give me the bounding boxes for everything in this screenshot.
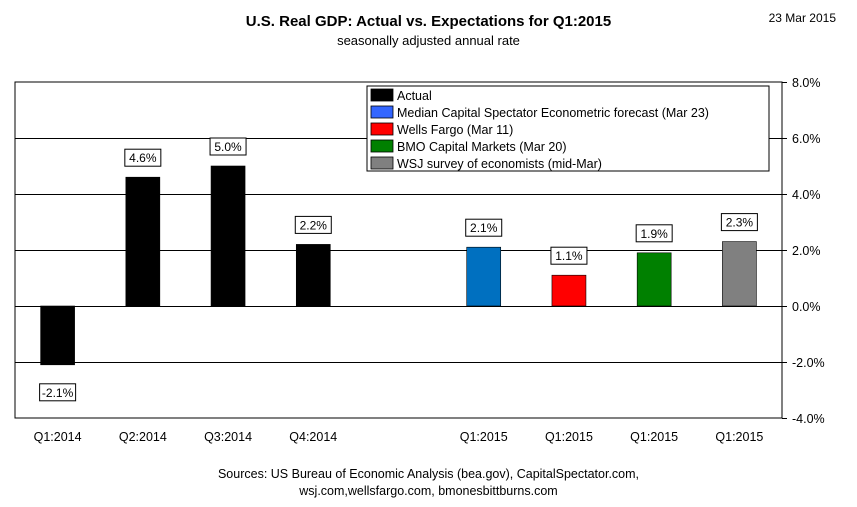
data-label: 1.9% (640, 227, 668, 241)
legend-label: BMO Capital Markets (Mar 20) (397, 140, 566, 154)
bars (40, 165, 757, 366)
y-tick-label: -2.0% (792, 356, 825, 370)
chart-title: U.S. Real GDP: Actual vs. Expectations f… (245, 13, 612, 30)
y-tick-label: 2.0% (792, 244, 821, 258)
y-tick-label: 4.0% (792, 188, 821, 202)
category-label: Q1:2014 (34, 430, 82, 444)
category-label: Q1:2015 (630, 430, 678, 444)
data-label-box (209, 137, 247, 156)
bar (466, 246, 502, 307)
data-label: -2.1% (42, 386, 74, 400)
sources-line-2: wsj.com,wellsfargo.com, bmonesbittburns.… (299, 484, 558, 498)
legend-label: WSJ survey of economists (mid-Mar) (397, 157, 602, 171)
category-label: Q1:2015 (715, 430, 763, 444)
legend-label: Median Capital Spectator Econometric for… (397, 106, 709, 120)
category-label: Q1:2015 (545, 430, 593, 444)
data-label-box (635, 224, 673, 243)
data-label: 1.1% (555, 249, 583, 263)
sources-note: Sources: US Bureau of Economic Analysis … (0, 466, 857, 500)
bar (210, 165, 246, 307)
legend: Actual Median Capital Spectator Econometr… (366, 85, 770, 172)
bar (125, 176, 161, 307)
legend-swatch (370, 122, 394, 136)
y-axis: 8.0% 6.0% 4.0% 2.0% 0.0% -2.0% -4.0% (782, 76, 825, 426)
category-label: Q3:2014 (204, 430, 252, 444)
data-label-box (294, 215, 332, 234)
legend-swatch (370, 88, 394, 102)
bar (295, 244, 331, 307)
data-label: 2.1% (470, 221, 498, 235)
data-label: 2.3% (726, 216, 754, 230)
y-tick-label: 6.0% (792, 132, 821, 146)
bar (722, 241, 757, 307)
bar (636, 252, 672, 307)
legend-label: Wells Fargo (Mar 11) (397, 123, 513, 137)
legend-label: Actual (397, 89, 432, 103)
category-label: Q4:2014 (289, 430, 337, 444)
y-tick-label: 0.0% (792, 300, 821, 314)
category-labels: Q1:2014 Q2:2014 Q3:2014 Q4:2014 Q1:2015 Q1:20… (34, 430, 764, 444)
data-label-box (124, 148, 162, 167)
data-label: 4.6% (129, 151, 157, 165)
chart-date: 23 Mar 2015 (768, 11, 836, 25)
legend-swatch (370, 105, 394, 119)
data-label-box (720, 213, 758, 232)
chart-subtitle: seasonally adjusted annual rate (337, 33, 520, 48)
y-tick-label: 8.0% (792, 76, 821, 90)
legend-box (366, 85, 770, 172)
legend-swatch (370, 156, 394, 170)
bar (40, 305, 75, 366)
category-label: Q1:2015 (460, 430, 508, 444)
sources-line-1: Sources: US Bureau of Economic Analysis … (217, 467, 640, 481)
bar (551, 274, 587, 307)
data-label-box (465, 218, 503, 237)
data-label-box (550, 246, 588, 265)
data-labels: -2.1% 4.6% 5.0% 2.2% 2.1% 1.1% 1.9% 2.3% (39, 137, 758, 402)
data-label: 5.0% (214, 140, 242, 154)
y-tick-label: -4.0% (792, 412, 825, 426)
data-label: 2.2% (300, 218, 328, 232)
legend-swatch (370, 139, 394, 153)
data-label-box (39, 383, 77, 402)
category-label: Q2:2014 (119, 430, 167, 444)
